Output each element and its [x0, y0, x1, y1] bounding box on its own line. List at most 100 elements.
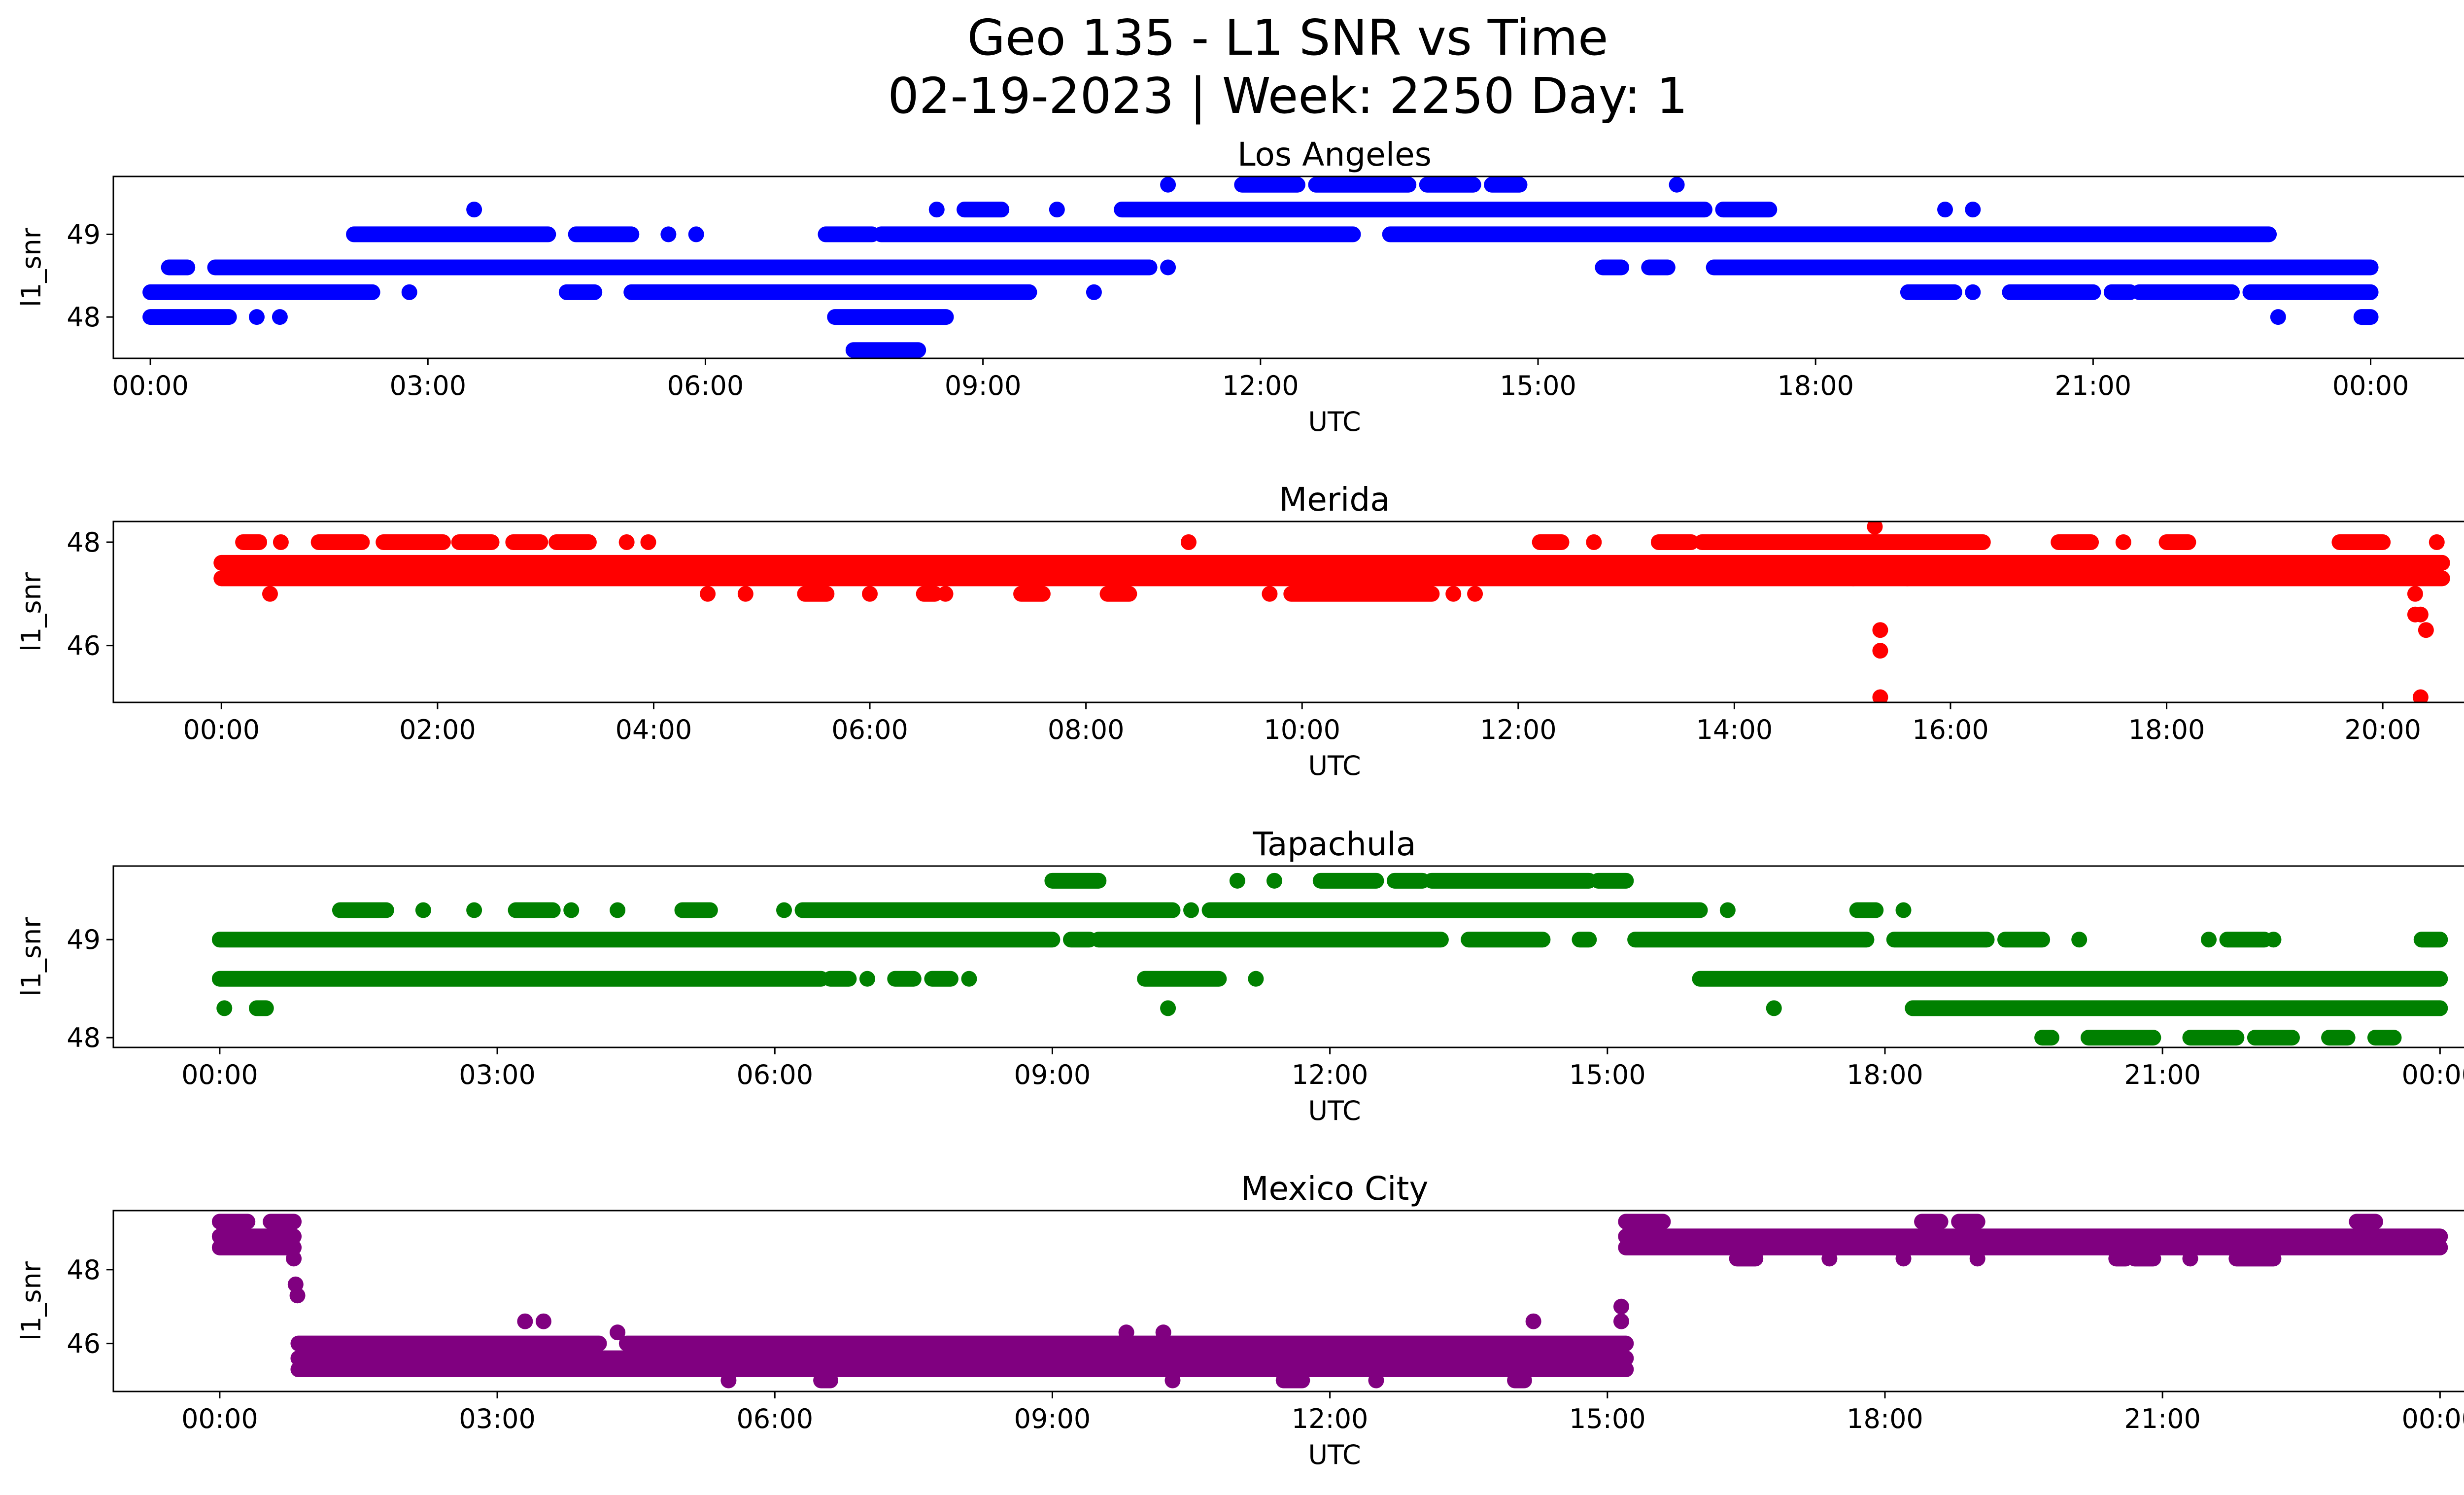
data-point-run: [1618, 1228, 2448, 1245]
data-point-run: [1590, 872, 1634, 889]
y-tick-label: 48: [67, 1022, 101, 1053]
data-point-run: [618, 534, 635, 550]
data-point-run: [2242, 284, 2379, 300]
x-tick-label: 03:00: [459, 1403, 536, 1434]
data-point-run: [1997, 932, 2051, 948]
subplot-3: Mexico City 00:00 03:00 06:00 09:00 12:00 15:0…: [16, 1170, 2464, 1470]
x-tick-label: 09:00: [1014, 1403, 1091, 1434]
data-point-run: [211, 971, 829, 987]
subplot-title: Los Angeles: [1237, 136, 1432, 174]
data-point-run: [1965, 202, 1981, 218]
y-tick-label: 46: [67, 630, 101, 661]
data-point-run: [2413, 932, 2448, 948]
data-point-run: [720, 1372, 737, 1389]
x-tick-label: 06:00: [667, 370, 744, 401]
data-point-run: [2367, 1030, 2402, 1046]
subplot-1: Merida 00:00 02:00 04:00 06:00 08:00 10:00 12:0…: [16, 481, 2464, 781]
axes-frame: [112, 175, 2464, 359]
data-point-run: [2002, 284, 2101, 300]
data-point-run: [1895, 902, 1912, 918]
data-point-run: [1262, 586, 1278, 602]
x-tick-label: 12:00: [1480, 714, 1557, 745]
y-tick-label: 49: [67, 219, 101, 250]
data-point-run: [2182, 1251, 2198, 1267]
x-tick-label: 12:00: [1292, 1059, 1369, 1090]
data-point-run: [376, 534, 451, 550]
data-point-run: [688, 226, 704, 243]
x-tick-label: 14:00: [1696, 714, 1773, 745]
data-point-run: [1160, 259, 1176, 276]
data-point-run: [207, 259, 1158, 276]
data-point-run: [640, 534, 656, 550]
data-point-run: [568, 226, 640, 243]
data-point-run: [928, 202, 945, 218]
data-point-run: [1900, 284, 1962, 300]
x-tick-label: 06:00: [736, 1403, 813, 1434]
data-point-run: [813, 1372, 838, 1389]
data-point-run: [618, 1335, 1634, 1352]
subplot-title: Tapachula: [1253, 825, 1416, 863]
data-point-run: [797, 586, 835, 602]
data-point-run: [818, 226, 880, 243]
x-tick-label: 12:00: [1222, 370, 1299, 401]
x-tick-label: 15:00: [1569, 1059, 1646, 1090]
data-point-run: [2353, 309, 2379, 325]
data-point: [610, 1324, 626, 1341]
data-point-run: [466, 202, 482, 218]
data-point-run: [142, 284, 380, 300]
data-point-run: [1201, 902, 1708, 918]
data-point-run: [2126, 1251, 2161, 1267]
data-point-run: [272, 309, 288, 325]
data-point-run: [1965, 284, 1981, 300]
data-point-run: [346, 226, 556, 243]
data-point-run: [700, 586, 716, 602]
data-point-run: [1283, 586, 1440, 602]
subplot-2: Tapachula 00:00 03:00 06:00 09:00 12:00 15:00 1…: [16, 825, 2464, 1126]
data-point-run: [1049, 202, 1065, 218]
data-point-run: [263, 1214, 302, 1230]
y-tick-label: 48: [67, 302, 101, 333]
x-tick-label: 02:00: [399, 714, 476, 745]
data-point-run: [290, 1335, 607, 1352]
data-point-run: [563, 902, 580, 918]
data-point-run: [1669, 176, 1685, 193]
data-point: [1155, 1324, 1171, 1341]
data-point-run: [1572, 932, 1597, 948]
subplot-title: Merida: [1279, 481, 1390, 519]
data-point-run: [2051, 534, 2099, 550]
data-point-run: [2182, 1030, 2245, 1046]
data-point-run: [1586, 534, 1602, 550]
x-tick-label: 15:00: [1500, 370, 1576, 401]
figure-title: Geo 135 - L1 SNR vs Time 02-19-2023 | We…: [0, 9, 2464, 125]
data-point-run: [558, 284, 603, 300]
data-point-run: [916, 586, 943, 602]
data-point-run: [2247, 1030, 2300, 1046]
data-point: [2407, 586, 2423, 602]
data-point: [1872, 622, 1888, 638]
x-tick-label: 04:00: [616, 714, 692, 745]
data-point: [2429, 534, 2445, 550]
data-point-run: [1766, 1000, 1782, 1016]
data-point-run: [2158, 534, 2196, 550]
data-point-run: [1729, 1251, 1764, 1267]
data-point-run: [548, 534, 597, 550]
x-tick-label: 08:00: [1048, 714, 1125, 745]
data-point-run: [1013, 586, 1051, 602]
data-point-run: [2228, 1251, 2282, 1267]
data-point-run: [1419, 176, 1481, 193]
data-point-run: [508, 902, 561, 918]
y-tick-label: 48: [67, 1254, 101, 1286]
data-point-run: [1507, 1372, 1532, 1389]
data-point-run: [1867, 522, 1883, 535]
data-point-run: [211, 932, 1061, 948]
y-axis-label: l1_snr: [16, 572, 47, 652]
data-point-run: [1461, 932, 1551, 948]
data-point-run: [1969, 1251, 1985, 1267]
data-point: [2412, 606, 2429, 623]
data-point-run: [1137, 971, 1227, 987]
data-point-run: [213, 555, 2450, 571]
data-point-run: [2103, 284, 2138, 300]
data-point-run: [1692, 971, 2448, 987]
x-tick-label: 00:00: [183, 714, 260, 745]
